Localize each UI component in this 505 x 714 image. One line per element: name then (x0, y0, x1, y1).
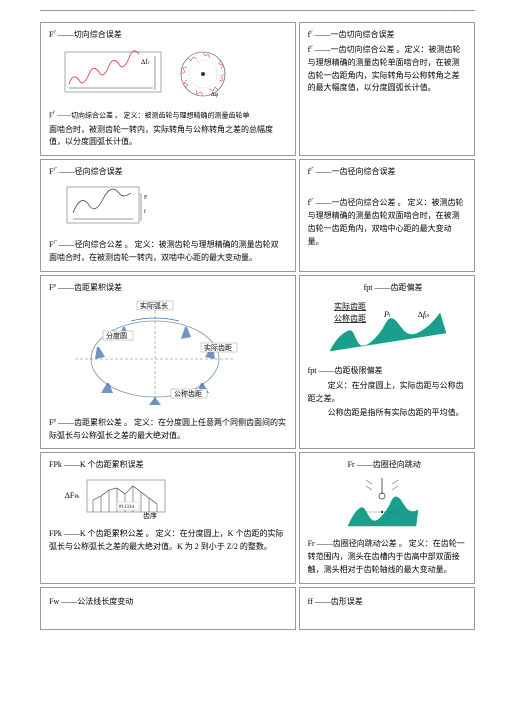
svg-text:Pt: Pt (383, 310, 391, 319)
cell-3-left: Fp ——齿距累积误差 实际弧长 分度圆 实际齿距 (40, 275, 296, 450)
cell-2-left: Fi'' ——径向综合误差 F f Fi'' ——径向综合公差 。 定义：被测齿… (40, 159, 296, 272)
cell-3-right: fpt ——齿距偏差 实际齿距 公称齿距 Pt ∆fpt fpt ——齿距极限偏… (299, 275, 475, 450)
r1l-fig: ∆fi' ∆φ (63, 46, 287, 104)
r1r-t1: fi' ——一齿切向综合误差 (308, 29, 466, 40)
r5r: ff ——齿形误差 (308, 596, 466, 607)
r5l: Fw ——公法线长度变动 (49, 596, 287, 607)
svg-text:#11314: #11314 (119, 505, 134, 510)
cell-4-left: FPk ——K 个齿距累积误差 ∆FPk #11314 齿序 FPk ——K 个… (40, 452, 296, 583)
row-3: Fp ——齿距累积误差 实际弧长 分度圆 实际齿距 (40, 275, 475, 450)
lbl-arc: 实际弧长 (140, 301, 168, 310)
r3l-fig: 实际弧长 分度圆 实际齿距 公称齿距 (63, 299, 287, 411)
r1l-def: 面啮合时，被测齿轮一转内，实际转角与公称转角之差的总幅度值，以分度圆弧长计值。 (49, 124, 287, 150)
r4r-title: Fr ——齿圈径向跳动 (308, 459, 466, 470)
r3r-lbl1: 实际齿距 (334, 301, 366, 311)
svg-text:∆φ: ∆φ (211, 92, 219, 98)
r3r-t2: fpt ——齿距极限偏差 (308, 365, 466, 376)
row-5: Fw ——公法线长度变动 ff ——齿形误差 (40, 587, 475, 630)
svg-text:∆fi': ∆fi' (141, 58, 150, 66)
cell-1-right: fi' ——一齿切向综合误差 fi' ——一齿切向综合公差 。定义：被测齿轮与理… (299, 22, 475, 156)
r4r-def: Fr ——齿圈径向跳动公差 。 定义：在齿轮一转范围内，测头在齿槽内于齿高中部双… (308, 538, 466, 576)
r4l-title: FPk ——K 个齿距累积误差 (49, 459, 287, 470)
r1l-cap: Fi' ——切向综合公差 。 定义：被测齿轮与理想精确的测量齿轮单 (49, 110, 287, 122)
r1l-title: Fi' ——切向综合误差 (49, 29, 287, 40)
r3r-t1: fpt ——齿距偏差 (308, 282, 466, 293)
r2r-t2: fi'' ——一齿径向综合公差 。 定义：被测齿轮与理想精确的测量齿轮双面啮合时… (308, 197, 466, 248)
svg-text:∆fpt: ∆fpt (418, 310, 430, 319)
r4l-fig: ∆FPk #11314 齿序 (63, 476, 287, 522)
r3r-lbl2: 公称齿距 (334, 313, 366, 323)
row-1: Fi' ——切向综合误差 ∆fi' ∆φ Fi' ——切向综合 (40, 22, 475, 156)
r1r-t2: fi' ——一齿切向综合公差 。定义：被测齿轮与理想精确的测量齿轮单面啮合时，在… (308, 44, 466, 95)
r2l-fig: F f (63, 183, 287, 233)
cell-5-right: ff ——齿形误差 (299, 587, 475, 630)
r2l-def: Fi'' ——径向综合公差 。 定义：被测齿轮与理想精确的测量齿轮双面啮合时，在… (49, 239, 287, 265)
lbl-nominal-pitch: 公称齿距 (174, 389, 202, 398)
svg-text:F: F (144, 195, 148, 201)
r3l-title: Fp ——齿距累积误差 (49, 282, 287, 293)
svg-text:∆FPk: ∆FPk (65, 491, 80, 500)
r4l-def: FPk ——K 个齿距累积公差 。 定义：在分度圆上，K 个齿距的实际弧长与公称… (49, 528, 287, 554)
cell-4-right: Fr ——齿圈径向跳动 Fr ——齿圈径向跳动公差 。 定义：在齿轮一转范围内，… (299, 452, 475, 583)
lbl-pitch-circle: 分度圆 (106, 331, 127, 340)
r3r-def2: 公称齿距是指所有实际齿距的平均值。 (308, 407, 466, 420)
r4r-fig (342, 476, 466, 532)
lbl-actual-pitch: 实际齿距 (204, 343, 232, 352)
svg-text:f: f (144, 210, 146, 215)
r2l-title: Fi'' ——径向综合误差 (49, 166, 287, 177)
r4l-xlabel: 齿序 (143, 511, 157, 520)
r3r-fig: 实际齿距 公称齿距 Pt ∆fpt (322, 299, 466, 359)
r3l-def: Fp ——齿距累积公差 。 定义：在分度圆上任意两个同侧齿面间的实际弧长与公称弧… (49, 417, 287, 443)
row-2: Fi'' ——径向综合误差 F f Fi'' ——径向综合公差 。 定义：被测齿… (40, 159, 475, 272)
cell-5-left: Fw ——公法线长度变动 (40, 587, 296, 630)
r3r-def: 定义：在分度圆上，实际齿距与公称齿距之差。 (308, 380, 466, 406)
r2r-t1: fi'' ——一齿径向综合误差 (308, 166, 466, 177)
cell-1-left: Fi' ——切向综合误差 ∆fi' ∆φ Fi' ——切向综合 (40, 22, 296, 156)
cell-2-right: fi'' ——一齿径向综合误差 fi'' ——一齿径向综合公差 。 定义：被测齿… (299, 159, 475, 272)
row-4: FPk ——K 个齿距累积误差 ∆FPk #11314 齿序 FPk ——K 个… (40, 452, 475, 583)
